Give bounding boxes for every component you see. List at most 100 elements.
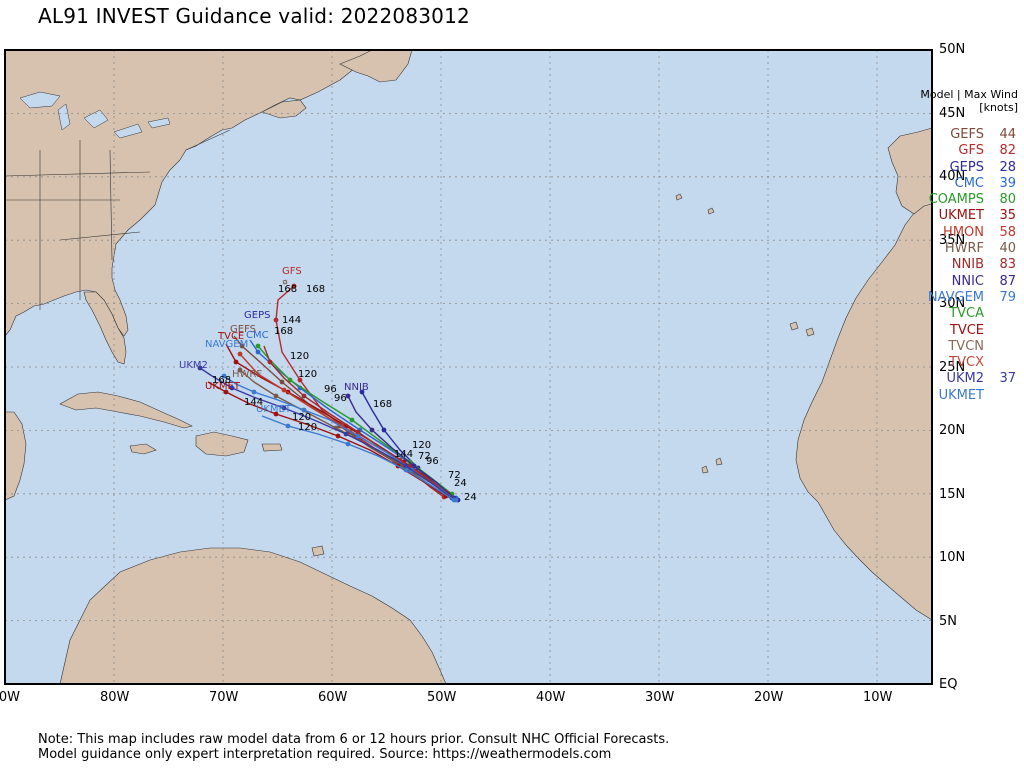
svg-text:24: 24 — [454, 478, 467, 489]
svg-text:168: 168 — [278, 284, 297, 295]
track-label-ukm2: UKM2 — [179, 360, 208, 371]
svg-text:24: 24 — [464, 492, 477, 503]
track-point — [197, 365, 203, 371]
legend-max-wind: 79 — [999, 289, 1016, 305]
track-label-gefs: GEFS — [230, 324, 256, 335]
lat-label-40n: 40N — [939, 169, 966, 184]
track-label-hwrf: HWRF — [232, 369, 262, 380]
track-point — [239, 343, 245, 349]
legend-max-wind: 28 — [999, 159, 1016, 175]
azores-islands — [675, 193, 715, 215]
legend-row-tvcx: TVCX — [876, 355, 1016, 371]
legend-row-geps: GEPS 28 — [876, 160, 1016, 176]
legend-row-ukmet: UKMET — [876, 388, 1016, 404]
note-line-2: Model guidance only expert interpretatio… — [38, 747, 612, 762]
lon-label-60w: 60W — [318, 690, 348, 705]
lon-label-90w: 90W — [0, 690, 20, 705]
legend-max-wind — [988, 388, 1016, 404]
lat-label-10n: 10N — [939, 550, 966, 565]
track-label-tvce: TVCE — [217, 331, 244, 342]
legend-max-wind: 44 — [999, 127, 1016, 142]
lon-label-80w: 80W — [100, 690, 130, 705]
track-point — [255, 343, 261, 349]
lon-label-40w: 40W — [536, 690, 566, 705]
track-label-ukmet-2: UKMET — [256, 404, 292, 415]
track-point — [345, 441, 351, 447]
track-point — [223, 389, 229, 395]
svg-text:96: 96 — [426, 456, 439, 467]
forecast-map: GFS GEPS GEFS CMC TVCE NAVGEM UKM2 UKMET… — [4, 49, 933, 685]
iberia-land — [887, 127, 933, 215]
trinidad-land — [311, 545, 325, 557]
legend-model-name: TVCE — [949, 322, 984, 338]
legend-header-title: Model | Max Wind — [920, 88, 1018, 101]
svg-text:96: 96 — [334, 393, 347, 404]
legend-header: Model | Max Wind [knots] — [898, 88, 1018, 114]
model-track-line — [347, 395, 455, 499]
great-lakes — [19, 91, 171, 139]
track-label-gfs: GFS — [282, 266, 302, 277]
legend-max-wind — [988, 323, 1016, 339]
legend-row-gfs: GFS 82 — [876, 143, 1016, 159]
track-point — [335, 433, 341, 439]
track-point — [237, 367, 243, 373]
legend-model-name: HWRF — [944, 241, 984, 257]
legend-max-wind — [988, 339, 1016, 355]
lat-label-30n: 30N — [939, 296, 966, 311]
map-frame — [4, 49, 933, 685]
model-track-line — [249, 339, 457, 499]
lon-label-10w: 10W — [863, 690, 893, 705]
note-line-1: Note: This map includes raw model data f… — [38, 732, 670, 747]
legend-model-name: COAMPS — [928, 192, 984, 208]
svg-text:168: 168 — [306, 284, 325, 295]
legend-model-name: TVCX — [949, 355, 984, 371]
track-point — [411, 463, 417, 469]
model-track-line — [261, 415, 455, 501]
central-america-land — [4, 411, 27, 501]
legend-row-gefs: GEFS 44 — [876, 127, 1016, 143]
lon-label-70w: 70W — [209, 690, 239, 705]
legend-model-name: GEFS — [950, 127, 984, 142]
track-label-navgem: NAVGEM — [205, 339, 248, 350]
track-point — [349, 417, 355, 423]
legend-max-wind: 83 — [999, 257, 1016, 273]
forecast-hour-labels: 168 168 144 168 120 120 96 96 168 144 12… — [212, 284, 477, 503]
cuba-land — [59, 391, 193, 429]
legend-max-wind: 82 — [999, 143, 1016, 159]
legend-model-name: NNIC — [951, 273, 984, 289]
track-label-nnib: NNIB — [344, 382, 369, 393]
legend-row-hmon: HMON 58 — [876, 225, 1016, 241]
track-point — [273, 393, 279, 399]
track-point — [403, 467, 409, 473]
legend-max-wind — [988, 306, 1016, 322]
grid-lines — [5, 50, 932, 684]
legend-max-wind: 37 — [999, 371, 1016, 387]
svg-text:120: 120 — [292, 412, 311, 423]
jamaica-land — [129, 443, 157, 455]
lat-label-45n: 45N — [939, 106, 966, 121]
track-point — [233, 359, 239, 365]
legend-max-wind: 80 — [999, 192, 1016, 208]
lon-label-20w: 20W — [754, 690, 784, 705]
legend-row-coamps: COAMPS 80 — [876, 192, 1016, 208]
track-point — [301, 393, 307, 399]
track-point — [297, 377, 303, 383]
svg-text:144: 144 — [244, 397, 263, 408]
legend-max-wind: 39 — [999, 175, 1016, 191]
track-point — [301, 407, 307, 413]
cape-verde-islands — [701, 457, 723, 474]
legend-max-wind: 40 — [999, 241, 1016, 257]
legend-max-wind — [988, 355, 1016, 371]
model-legend: GEFS 44 GFS 82 GEPS 28 CMC 39 COAMPS 80 UKMET 35 HMO… — [876, 127, 1016, 404]
track-point — [369, 427, 375, 433]
svg-text:120: 120 — [412, 440, 431, 451]
lat-label-25n: 25N — [939, 360, 966, 375]
lat-label-15n: 15N — [939, 487, 966, 502]
track-point — [355, 429, 361, 435]
legend-row-tvca: TVCA — [876, 306, 1016, 322]
track-point — [343, 431, 349, 437]
legend-row-tvce: TVCE — [876, 323, 1016, 339]
legend-row-ukm2: UKM2 37 — [876, 371, 1016, 387]
track-point — [273, 317, 279, 323]
track-label-geps: GEPS — [244, 310, 270, 321]
